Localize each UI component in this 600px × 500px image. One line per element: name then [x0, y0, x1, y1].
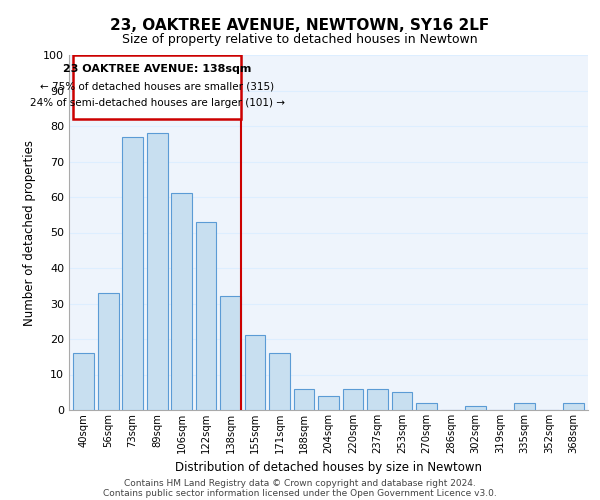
- Bar: [98, 293, 119, 410]
- Bar: [416, 403, 437, 410]
- Bar: [245, 336, 265, 410]
- Text: ← 75% of detached houses are smaller (315): ← 75% of detached houses are smaller (31…: [40, 82, 274, 92]
- Bar: [73, 353, 94, 410]
- Bar: [465, 406, 486, 410]
- Bar: [318, 396, 339, 410]
- Bar: [293, 388, 314, 410]
- Bar: [122, 136, 143, 410]
- Bar: [147, 133, 167, 410]
- Bar: [73, 55, 241, 119]
- Text: 23, OAKTREE AVENUE, NEWTOWN, SY16 2LF: 23, OAKTREE AVENUE, NEWTOWN, SY16 2LF: [110, 18, 490, 32]
- Text: Size of property relative to detached houses in Newtown: Size of property relative to detached ho…: [122, 32, 478, 46]
- Text: Contains public sector information licensed under the Open Government Licence v3: Contains public sector information licen…: [103, 488, 497, 498]
- Bar: [343, 388, 364, 410]
- Bar: [392, 392, 412, 410]
- Bar: [563, 403, 584, 410]
- Text: Contains HM Land Registry data © Crown copyright and database right 2024.: Contains HM Land Registry data © Crown c…: [124, 478, 476, 488]
- Text: 24% of semi-detached houses are larger (101) →: 24% of semi-detached houses are larger (…: [29, 98, 284, 108]
- Text: 23 OAKTREE AVENUE: 138sqm: 23 OAKTREE AVENUE: 138sqm: [63, 64, 251, 74]
- X-axis label: Distribution of detached houses by size in Newtown: Distribution of detached houses by size …: [175, 462, 482, 474]
- Bar: [514, 403, 535, 410]
- Y-axis label: Number of detached properties: Number of detached properties: [23, 140, 36, 326]
- Bar: [220, 296, 241, 410]
- Bar: [367, 388, 388, 410]
- Bar: [171, 194, 192, 410]
- Bar: [196, 222, 217, 410]
- Bar: [269, 353, 290, 410]
